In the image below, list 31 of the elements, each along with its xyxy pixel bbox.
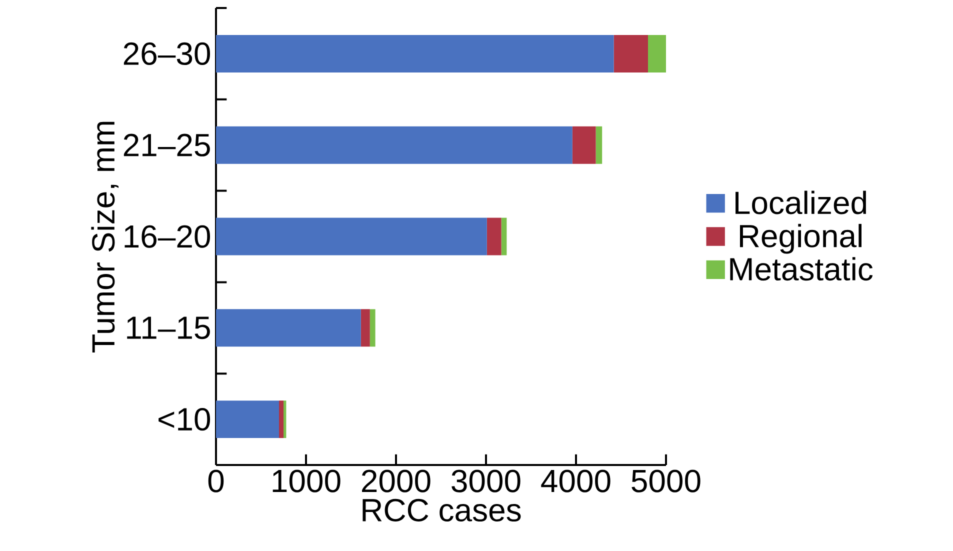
y-tick-label: 21–25 <box>124 134 210 156</box>
x-tick-label: 5000 <box>632 470 700 492</box>
x-tick-label: 2000 <box>362 470 430 492</box>
bar <box>486 218 502 256</box>
bar <box>596 126 602 164</box>
x-tick-label: 3000 <box>452 470 520 492</box>
y-tick-label: 16–20 <box>124 225 210 248</box>
bar <box>648 34 666 72</box>
x-tick-label: 4000 <box>541 470 610 492</box>
bar <box>216 309 361 347</box>
legend-label: Metastatic <box>730 257 873 281</box>
x-tick-label: 1000 <box>272 470 340 492</box>
bar <box>216 400 279 438</box>
bar <box>284 400 286 438</box>
bar <box>501 218 507 256</box>
x-axis-title: RCC cases <box>362 498 521 522</box>
bar <box>572 126 596 164</box>
x-tick-label: 0 <box>208 470 224 492</box>
bar <box>279 400 284 438</box>
bar <box>216 34 614 72</box>
y-tick-label: 11–15 <box>127 316 210 340</box>
bar <box>216 126 572 164</box>
bar <box>370 309 376 347</box>
bar <box>360 309 370 347</box>
bar <box>614 34 648 72</box>
y-tick-label: <10 <box>158 408 210 431</box>
y-tick-label: 26–30 <box>124 42 210 66</box>
legend-label: Localized <box>736 190 866 214</box>
y-axis-title: Tumor Size, mm <box>91 122 118 353</box>
legend-label: Regional <box>740 224 862 254</box>
bar <box>216 218 487 256</box>
